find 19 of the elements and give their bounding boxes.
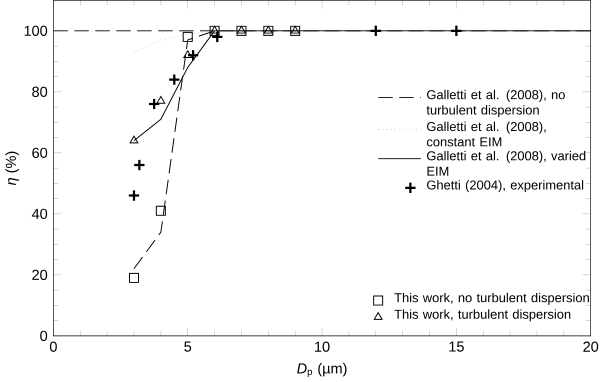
legend-label: Galletti et al. (2008), constant EIM: [426, 121, 546, 146]
legend-label: Galletti et al. (2008), varied EIM: [427, 150, 586, 176]
y-tick-label: 0: [40, 330, 48, 341]
y-axis-title: η (%): [5, 151, 19, 185]
x-tick-label: 20: [583, 341, 598, 352]
legend-label: Ghetti (2004), experimental: [427, 180, 584, 192]
legend-label: Galletti et al. (2008), no turbulent dispersion: [426, 90, 565, 117]
x-tick-label: 10: [315, 341, 330, 352]
x-tick-label: 5: [184, 341, 192, 352]
y-tick-label: 60: [32, 148, 48, 158]
x-tick-label: 0: [50, 341, 57, 352]
legend-label: This work, no turbulent dispersion: [394, 292, 589, 305]
y-tick-label: 80: [32, 86, 48, 97]
y-tick-label: 100: [24, 25, 48, 36]
y-tick-label: 40: [32, 208, 48, 219]
legend-label: This work, turbulent dispersion: [394, 309, 570, 322]
y-tick-label: 20: [32, 270, 48, 280]
x-tick-label: 15: [449, 341, 464, 352]
x-axis-title: D$_{p}$ (µm): [297, 362, 347, 377]
